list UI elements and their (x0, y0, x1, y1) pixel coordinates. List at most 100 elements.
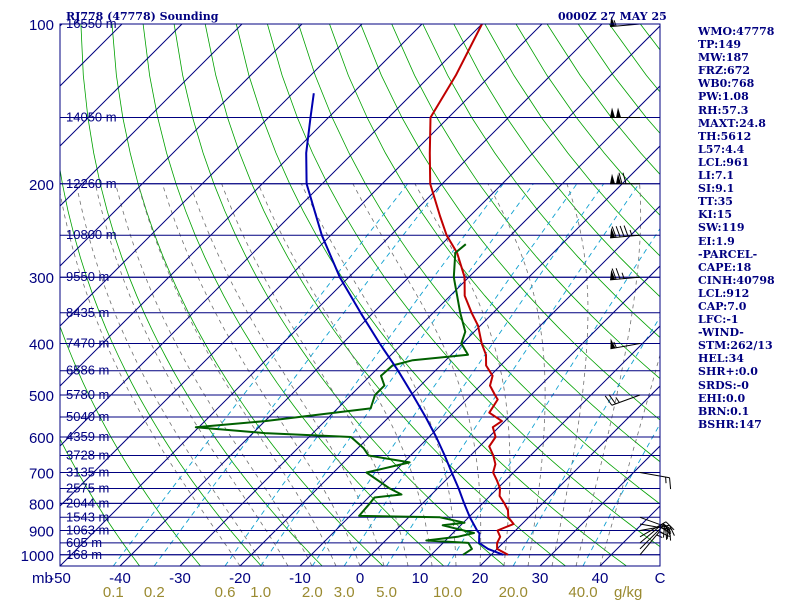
pressure-tick-label: 300 (29, 270, 54, 287)
index-line: PW:1.08 (698, 90, 749, 104)
pressure-tick-label: 1000 (21, 548, 54, 565)
dry-adiabat (484, 24, 660, 257)
wind-barb-staff (639, 531, 660, 556)
wind-barb-staff (610, 234, 641, 239)
height-label: 12260 m (66, 176, 117, 191)
mixing-ratio-line (153, 183, 444, 566)
mixing-ratio-label: 1.0 (250, 584, 271, 600)
index-line: EHI:0.0 (698, 391, 746, 405)
wind-barb-half (658, 530, 664, 535)
height-label: 1543 m (66, 509, 109, 524)
isotherm (60, 24, 423, 387)
wind-barb-pennant (610, 107, 615, 118)
index-line: MAXT:24.8 (698, 116, 766, 130)
wind-barb-flag (622, 172, 627, 184)
index-line: CAP:7.0 (698, 299, 747, 313)
wind-barb-flag (611, 226, 617, 238)
mixing-ratio-line (512, 316, 660, 566)
isotherm (239, 145, 660, 566)
wind-barb-flag (662, 526, 665, 538)
mixing-ratio-label: 5.0 (376, 584, 397, 600)
index-line: TT:35 (698, 195, 733, 209)
temperature-tick-label: -20 (229, 570, 251, 587)
index-line: KI:15 (698, 208, 733, 222)
height-label: 14050 m (66, 109, 117, 124)
wind-barb-flag (608, 394, 616, 405)
moist-adiabat (599, 353, 660, 566)
index-line: SHR+:0.0 (698, 365, 758, 379)
index-line: CAPE:18 (698, 260, 752, 274)
moist-adiabat (137, 183, 337, 566)
plot-frame (59, 23, 661, 567)
wind-barb-pennant (616, 173, 621, 184)
temperature-line (428, 24, 515, 556)
dry-adiabat (391, 24, 660, 380)
index-line: -WIND- (698, 326, 744, 340)
height-label: 2575 m (66, 480, 109, 495)
isotherm (60, 24, 243, 207)
index-line: SW:119 (698, 221, 745, 235)
index-line: MW:187 (698, 51, 749, 65)
temperature-tick-label: 10 (412, 570, 429, 587)
wind-barb-flag (611, 268, 617, 280)
height-label: 8435 m (66, 305, 109, 320)
mixing-ratio-label: 0.2 (144, 584, 165, 600)
wind-barb-flag (615, 268, 621, 280)
wind-barb-pennant (616, 107, 621, 118)
isotherm (539, 445, 660, 566)
parcel-line (305, 93, 504, 556)
wind-barb (639, 472, 672, 490)
dry-adiabat (173, 24, 505, 566)
height-label: 1063 m (66, 522, 109, 537)
mixing-ratio-line (224, 183, 504, 566)
isotherm (299, 205, 660, 566)
height-label: 9550 m (66, 269, 109, 284)
wind-barb (604, 394, 641, 406)
moist-adiabat (487, 183, 546, 566)
wind-barb-staff (639, 521, 667, 538)
wind-barb-staff (611, 394, 641, 406)
wind-barb-flag (665, 528, 668, 540)
mixing-ratio-label: 3.0 (334, 584, 355, 600)
isotherm (60, 24, 543, 507)
dewpoint-line (194, 243, 475, 556)
index-line: LI:7.1 (698, 169, 735, 183)
dry-adiabat (796, 24, 800, 566)
wind-barb-pennant (610, 173, 615, 184)
mixing-ratio-unit-label: g/kg (614, 584, 642, 600)
index-line: RH:57.3 (698, 103, 749, 117)
wind-barb-flag (669, 525, 675, 536)
pressure-tick-label: 400 (29, 337, 54, 354)
moist-adiabat (414, 183, 511, 566)
pressure-tick-label: 700 (29, 466, 54, 483)
height-label: 4359 m (66, 429, 109, 444)
wind-barb (610, 268, 641, 281)
wind-barb-staff (639, 516, 669, 529)
wind-barb-half (613, 20, 617, 27)
mixing-ratio-label: 20.0 (499, 584, 528, 600)
pressure-tick-label: 500 (29, 388, 54, 405)
pressure-tick-label: 800 (29, 496, 54, 513)
wind-barb-pennant (610, 269, 616, 280)
isotherm (60, 24, 603, 566)
dry-adiabat (453, 24, 660, 298)
wind-barb-half (613, 341, 617, 348)
wind-barb-staff (610, 276, 641, 281)
temperature-tick-label: 40 (592, 570, 609, 587)
isotherm (359, 265, 660, 566)
wind-barb-pennant (610, 227, 616, 238)
index-line: -PARCEL- (698, 247, 758, 261)
mixing-ratio-line (386, 183, 640, 566)
moist-adiabat (162, 183, 361, 566)
moist-adiabat (257, 183, 433, 566)
index-line: L57:4.4 (698, 142, 745, 156)
mixing-ratio-label: 0.1 (103, 584, 124, 600)
moist-adiabat (575, 183, 642, 566)
dry-adiabat (360, 24, 660, 421)
chart-title: RJ778 (47778) Sounding (66, 10, 219, 23)
temperature-tick-label: -30 (169, 570, 191, 587)
dry-adiabat (60, 167, 262, 566)
pressure-unit-label: mb (32, 570, 53, 587)
height-label: 2044 m (66, 495, 109, 510)
pressure-tick-label: 200 (29, 177, 54, 194)
